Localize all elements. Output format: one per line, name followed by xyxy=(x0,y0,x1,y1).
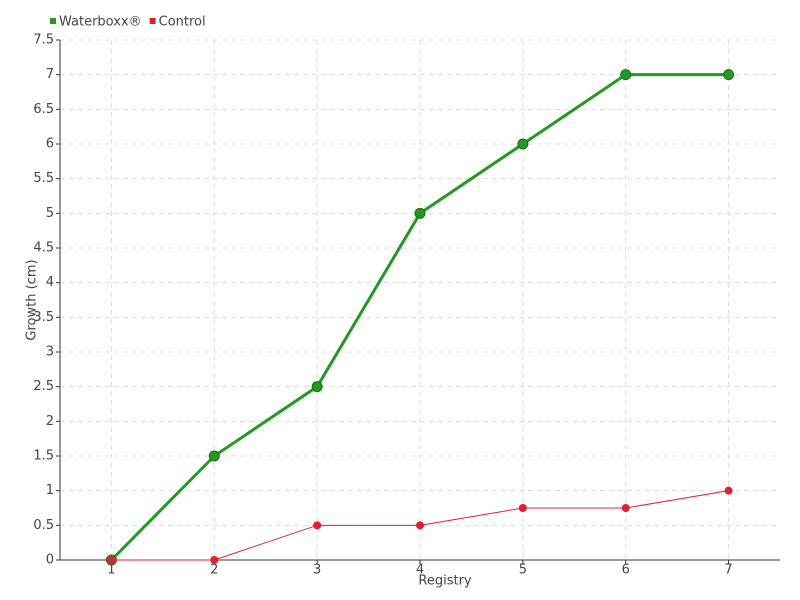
y-tick-label: 1.5 xyxy=(33,449,54,464)
y-tick-label: 5 xyxy=(46,206,54,221)
x-tick-label: 4 xyxy=(416,563,424,578)
y-tick-label: 1 xyxy=(46,483,54,498)
data-point xyxy=(311,381,323,393)
data-point xyxy=(621,504,630,512)
x-tick-label: 1 xyxy=(107,563,115,578)
x-tick-label: 6 xyxy=(622,563,630,578)
y-tick-label: 2.5 xyxy=(33,379,54,394)
legend-label: Control xyxy=(159,15,206,30)
y-tick-label: 3.5 xyxy=(33,310,54,325)
y-tick-label: 0.5 xyxy=(33,518,54,533)
y-tick-label: 0 xyxy=(46,553,54,568)
y-axis-label: Growth (cm) xyxy=(25,259,40,340)
data-point xyxy=(620,69,632,81)
y-tick-label: 7.5 xyxy=(33,33,54,48)
y-tick-label: 7 xyxy=(46,67,54,82)
data-point xyxy=(414,207,426,219)
x-tick-label: 5 xyxy=(519,563,527,578)
y-tick-label: 6.5 xyxy=(33,102,54,117)
data-point xyxy=(107,556,116,564)
data-point xyxy=(723,69,735,81)
x-axis-label: Registry xyxy=(418,574,472,589)
legend-swatch xyxy=(50,18,56,24)
data-point xyxy=(517,138,529,150)
y-tick-label: 4.5 xyxy=(33,241,54,256)
x-tick-label: 3 xyxy=(313,563,321,578)
legend-swatch xyxy=(149,18,156,24)
data-point xyxy=(313,521,322,530)
x-tick-label: 2 xyxy=(210,563,218,578)
y-tick-label: 3 xyxy=(46,345,54,360)
y-tick-label: 2 xyxy=(46,414,54,429)
data-point xyxy=(724,486,733,495)
y-tick-label: 4 xyxy=(46,275,54,290)
x-tick-label: 7 xyxy=(724,563,732,578)
y-tick-label: 5.5 xyxy=(33,171,54,186)
data-point xyxy=(518,504,527,512)
data-point xyxy=(210,556,219,564)
data-point xyxy=(208,450,220,462)
legend-label: Waterboxx® xyxy=(59,15,142,30)
y-tick-label: 6 xyxy=(46,137,54,152)
data-point xyxy=(416,521,424,530)
